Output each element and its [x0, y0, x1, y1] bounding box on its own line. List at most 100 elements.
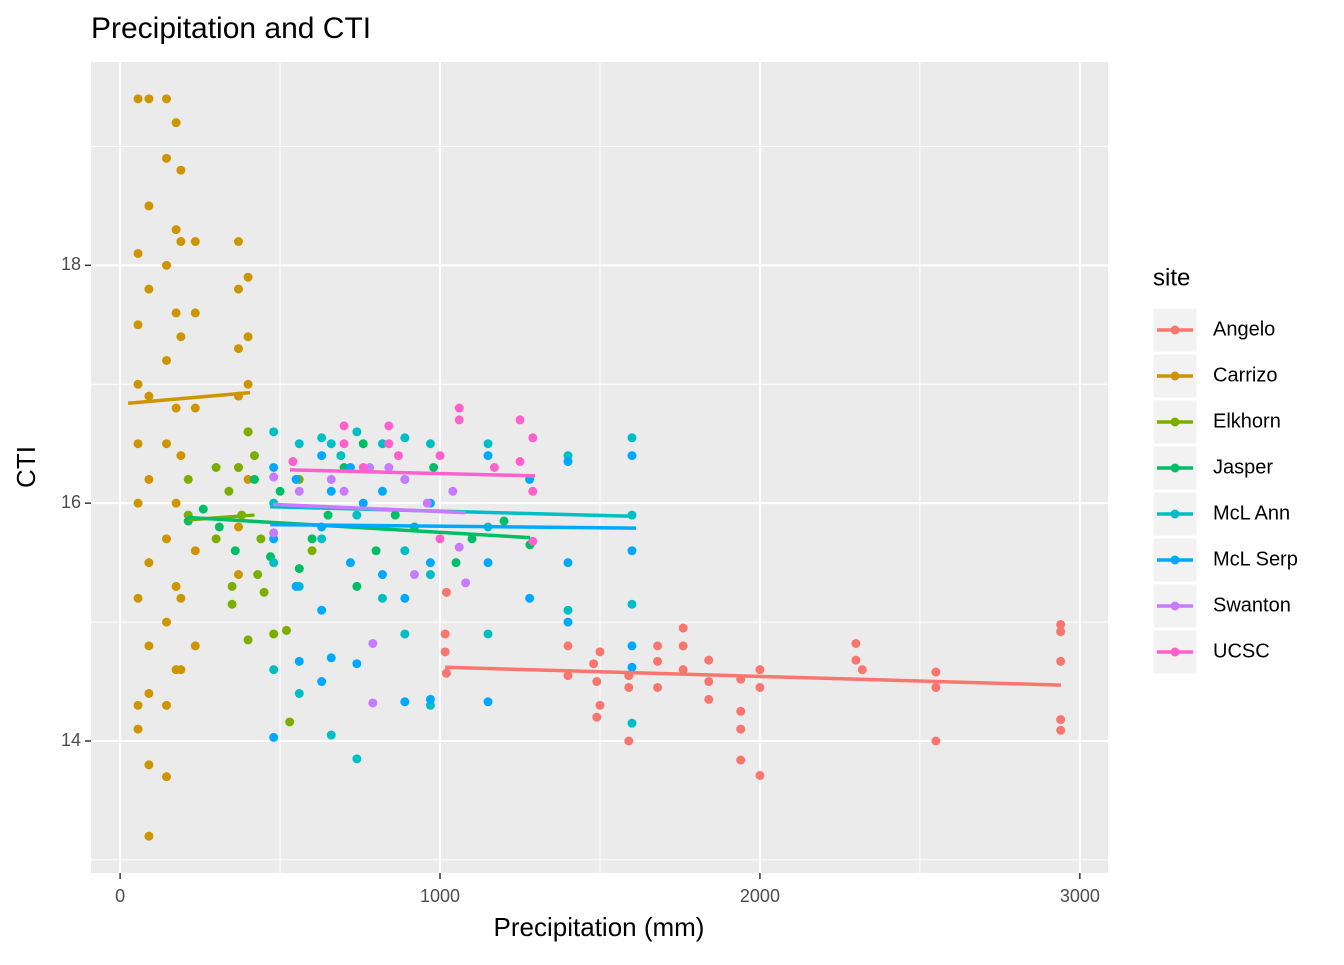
y-tick-label: 18	[61, 254, 81, 274]
point	[224, 486, 234, 496]
point	[294, 656, 304, 666]
point	[243, 427, 253, 437]
point	[736, 706, 746, 716]
point	[183, 474, 193, 484]
x-tick-label: 0	[115, 886, 125, 906]
legend-title: site	[1153, 264, 1190, 291]
legend-point	[1170, 325, 1180, 335]
legend-point	[1170, 647, 1180, 657]
point	[133, 724, 143, 734]
point	[176, 332, 186, 342]
point	[736, 724, 746, 734]
point	[422, 498, 432, 508]
point	[326, 486, 336, 496]
point	[133, 498, 143, 508]
fit-line	[445, 665, 1062, 687]
fit-line	[127, 390, 251, 406]
point	[161, 534, 171, 544]
legend-label: Swanton	[1213, 594, 1291, 616]
point	[627, 599, 637, 609]
point	[384, 463, 394, 472]
point	[851, 638, 861, 648]
point	[528, 433, 538, 443]
legend-label: McL Ann	[1213, 502, 1290, 524]
point	[211, 534, 221, 544]
point	[454, 403, 464, 413]
chart-title: Precipitation and CTI	[91, 12, 371, 45]
x-tick-label: 3000	[1060, 886, 1100, 906]
point	[441, 668, 451, 678]
fit-line	[272, 502, 466, 515]
point	[371, 546, 381, 556]
point	[214, 522, 224, 532]
point	[624, 736, 634, 746]
point	[624, 682, 634, 692]
point	[233, 344, 243, 354]
point	[190, 546, 200, 556]
point	[133, 320, 143, 330]
point	[339, 486, 349, 496]
point	[352, 581, 362, 591]
fit-line	[289, 468, 536, 478]
point	[592, 712, 602, 722]
point	[211, 463, 221, 472]
legend-point	[1170, 371, 1180, 381]
point	[483, 558, 493, 568]
point	[326, 730, 336, 740]
point	[249, 451, 259, 461]
point	[249, 474, 259, 484]
point	[467, 534, 477, 544]
point	[326, 474, 336, 484]
point	[589, 659, 599, 669]
point	[627, 451, 637, 461]
legend-label: McL Serp	[1213, 548, 1298, 570]
point	[454, 415, 464, 425]
point	[627, 641, 637, 651]
point	[528, 486, 538, 496]
point	[425, 558, 435, 568]
point	[358, 463, 368, 472]
point	[483, 697, 493, 707]
point	[358, 498, 368, 508]
legend-point	[1170, 417, 1180, 427]
point	[171, 403, 181, 413]
point	[563, 558, 573, 568]
point	[233, 463, 243, 472]
point	[294, 564, 304, 574]
point	[704, 677, 714, 687]
point	[339, 439, 349, 449]
point	[755, 682, 765, 692]
point	[400, 433, 410, 443]
point	[133, 593, 143, 603]
point	[291, 474, 301, 484]
point	[563, 641, 573, 651]
point	[755, 665, 765, 675]
point	[377, 570, 387, 580]
point	[133, 379, 143, 389]
point	[339, 421, 349, 431]
point	[269, 427, 279, 437]
point	[390, 510, 400, 520]
point	[653, 641, 663, 651]
point	[161, 153, 171, 163]
point	[326, 653, 336, 663]
point	[269, 665, 279, 675]
point	[352, 510, 362, 520]
point	[931, 736, 941, 746]
point	[144, 94, 154, 104]
point	[461, 578, 471, 588]
point	[259, 587, 269, 597]
point	[384, 439, 394, 449]
point	[755, 770, 765, 780]
point	[171, 581, 181, 591]
point	[230, 546, 240, 556]
point	[275, 486, 285, 496]
point	[704, 694, 714, 704]
point	[307, 534, 317, 544]
point	[323, 510, 333, 520]
point	[365, 463, 375, 472]
legend-label: Angelo	[1213, 318, 1275, 340]
point	[1056, 619, 1066, 629]
point	[515, 415, 525, 425]
point	[291, 581, 301, 591]
